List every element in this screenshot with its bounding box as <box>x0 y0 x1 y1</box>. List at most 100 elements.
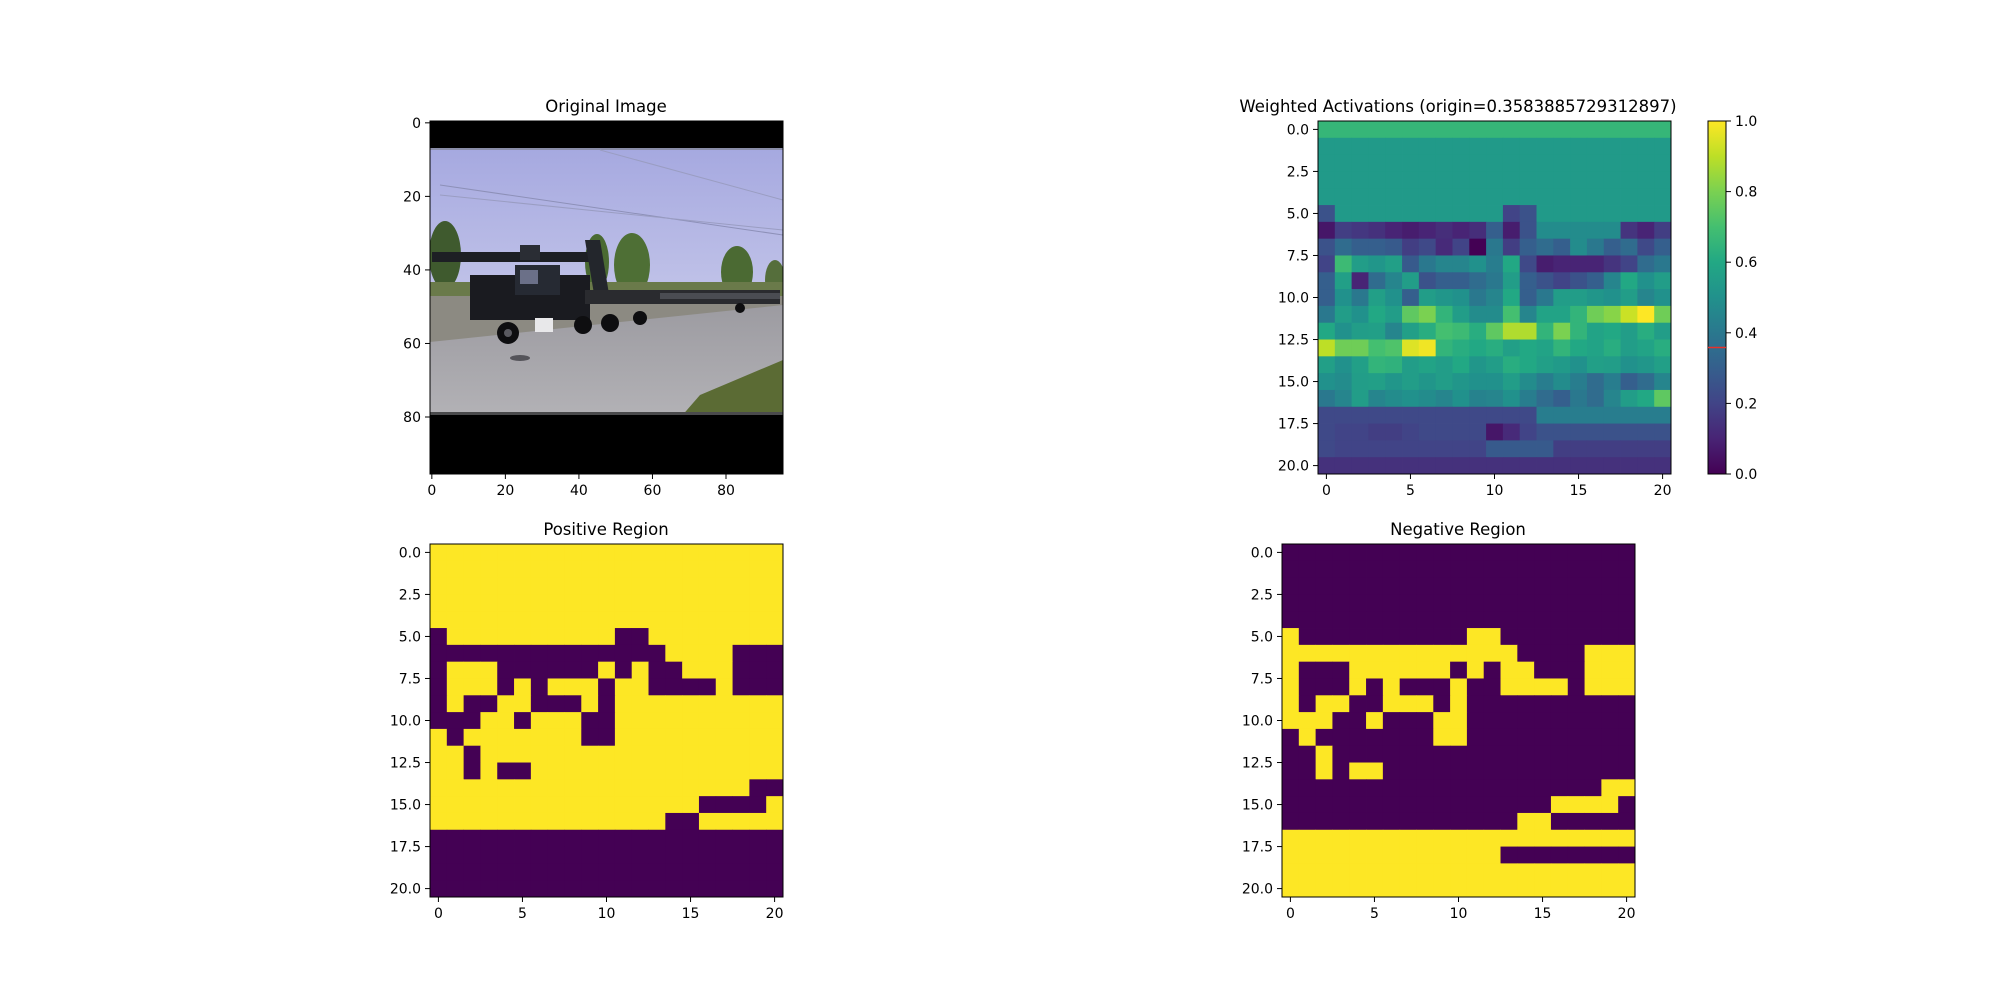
negative-cell <box>1567 644 1585 663</box>
negative-cell <box>1618 611 1636 629</box>
negative-cell <box>1349 594 1367 612</box>
negative-cell <box>1483 728 1501 747</box>
panel-original-image: Original Image <box>403 97 784 499</box>
positive-cell <box>497 728 515 747</box>
activation-cell <box>1334 457 1353 475</box>
activation-cell <box>1637 121 1655 139</box>
positive-cell <box>648 880 666 898</box>
negative-cell <box>1382 846 1401 864</box>
positive-cell <box>749 611 767 629</box>
negative-cell <box>1550 779 1569 797</box>
activation-cell <box>1452 322 1470 340</box>
y-tick-label: 12.5 <box>1278 333 1309 349</box>
y-tick-label: 0.0 <box>1287 122 1309 138</box>
negative-cell <box>1433 712 1451 730</box>
negative-cell <box>1332 796 1350 814</box>
negative-cell <box>1382 745 1401 763</box>
positive-cell <box>665 745 683 763</box>
negative-cell <box>1332 594 1350 612</box>
positive-cell <box>682 846 700 864</box>
activation-cell <box>1469 305 1487 324</box>
positive-cell <box>497 779 515 797</box>
negative-cell <box>1601 745 1619 763</box>
negative-cell <box>1399 846 1417 864</box>
activation-cell <box>1368 171 1386 189</box>
positive-cell <box>463 544 481 562</box>
positive-cell <box>614 728 633 747</box>
activation-cell <box>1334 322 1353 340</box>
positive-cell <box>446 779 465 797</box>
positive-cell <box>648 661 666 679</box>
negative-cell <box>1601 863 1619 881</box>
activation-cell <box>1469 188 1487 206</box>
negative-cell <box>1332 728 1350 747</box>
positive-cell <box>682 644 700 663</box>
positive-cell <box>614 644 633 663</box>
negative-cell <box>1618 628 1636 646</box>
negative-cell <box>1382 728 1401 747</box>
activation-cell <box>1469 121 1487 139</box>
negative-cell <box>1332 779 1350 797</box>
positive-cell <box>446 644 465 663</box>
activation-cell <box>1536 188 1554 206</box>
negative-cell <box>1500 577 1518 595</box>
negative-cell <box>1483 779 1501 797</box>
activation-cell <box>1402 389 1420 408</box>
positive-cell <box>581 611 599 629</box>
negative-cell <box>1601 829 1619 847</box>
negative-cell <box>1534 846 1552 864</box>
positive-cell <box>497 594 515 612</box>
positive-cell <box>665 611 683 629</box>
activation-cell <box>1536 339 1554 357</box>
activation-cell <box>1334 305 1353 324</box>
activation-cell <box>1586 389 1605 408</box>
negative-cell <box>1534 678 1552 696</box>
positive-cell <box>514 577 532 595</box>
positive-cell <box>614 812 633 831</box>
activation-cell <box>1603 339 1621 357</box>
positive-cell <box>682 728 700 747</box>
activation-cell <box>1469 339 1487 357</box>
activation-cell <box>1402 322 1420 340</box>
activation-cell <box>1603 255 1621 273</box>
positive-cell <box>749 695 767 713</box>
positive-cell <box>530 628 549 646</box>
negative-cell <box>1315 796 1333 814</box>
positive-cell <box>766 728 784 747</box>
negative-cell <box>1618 712 1636 730</box>
positive-cell <box>581 762 599 780</box>
activation-cell <box>1385 322 1403 340</box>
colorbar-tick-label: 0.2 <box>1735 396 1757 412</box>
positive-cell <box>732 728 750 747</box>
positive-cell <box>497 829 515 847</box>
negative-cell <box>1534 728 1552 747</box>
activation-cell <box>1334 154 1353 172</box>
positive-cell <box>598 678 616 696</box>
negative-cell <box>1399 880 1417 898</box>
positive-cell <box>715 560 733 579</box>
activation-cell <box>1368 389 1386 408</box>
positive-cell <box>698 880 717 898</box>
activation-cell <box>1418 322 1437 340</box>
negative-cell <box>1517 863 1535 881</box>
x-tick-label: 0 <box>427 483 436 499</box>
activation-cell <box>1603 205 1621 223</box>
negative-cell <box>1416 695 1434 713</box>
negative-cell <box>1550 796 1569 814</box>
positive-cell <box>430 880 448 898</box>
activation-cell <box>1402 137 1420 156</box>
positive-cell <box>547 560 565 579</box>
y-tick-label: 10.0 <box>390 714 421 730</box>
positive-cell <box>682 695 700 713</box>
activation-cell <box>1637 238 1655 256</box>
positive-cell <box>581 829 599 847</box>
activation-cell <box>1452 171 1470 189</box>
positive-cell <box>665 560 683 579</box>
negative-cell <box>1584 594 1602 612</box>
activation-cell <box>1385 188 1403 206</box>
positive-cell <box>614 678 633 696</box>
negative-cell <box>1433 762 1451 780</box>
activation-cell <box>1536 221 1554 240</box>
activation-cell <box>1603 406 1621 424</box>
negative-cell <box>1450 678 1468 696</box>
